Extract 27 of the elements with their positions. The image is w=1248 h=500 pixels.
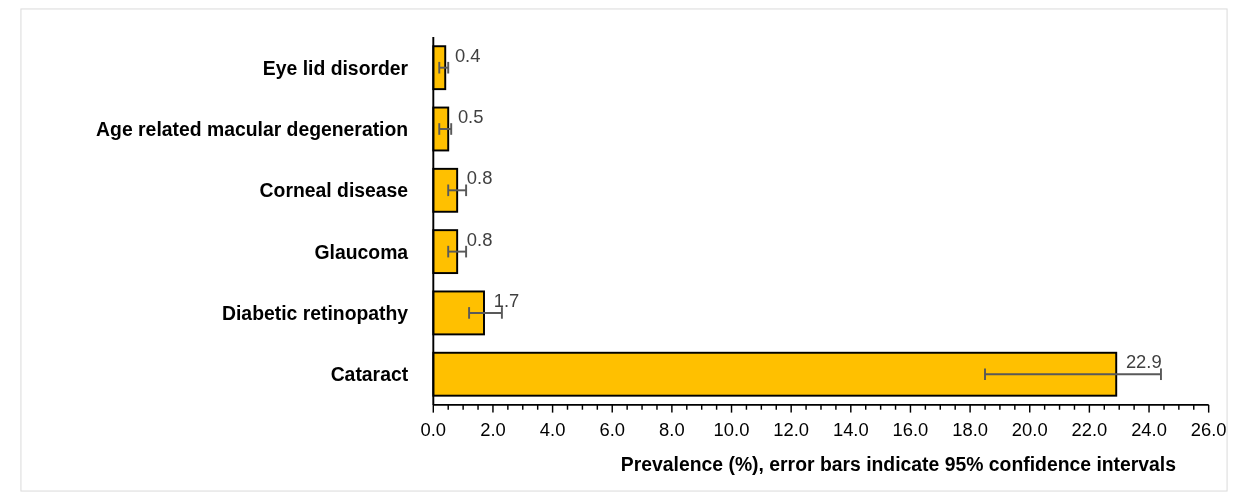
x-axis-title: Prevalence (%), error bars indicate 95% confidence intervals <box>620 452 1177 475</box>
x-tick-label: 16.0 <box>892 418 929 440</box>
x-tick-label: 22.0 <box>1071 418 1108 440</box>
x-tick-label: 24.0 <box>1131 418 1167 440</box>
data-label: 0.5 <box>457 106 484 128</box>
y-tick-label: Diabetic retinopathy <box>222 301 409 324</box>
y-tick-label: Eye lid disorder <box>262 56 409 79</box>
x-tick-label: 0.0 <box>420 418 447 440</box>
x-tick-label: 8.0 <box>659 418 685 440</box>
data-label: 0.8 <box>466 167 493 189</box>
y-tick-label: Glaucoma <box>314 240 409 263</box>
x-tick-label: 6.0 <box>599 418 626 440</box>
x-tick-label: 14.0 <box>832 418 869 440</box>
data-label: 22.9 <box>1125 351 1162 373</box>
y-tick-label: Corneal disease <box>259 179 409 202</box>
x-tick-label: 4.0 <box>539 418 566 440</box>
x-tick-label: 26.0 <box>1190 418 1227 440</box>
y-tick-label: Cataract <box>330 363 409 386</box>
x-tick-label: 20.0 <box>1011 418 1048 440</box>
y-tick-label: Age related macular degeneration <box>96 118 409 140</box>
data-label: 1.7 <box>493 289 520 311</box>
data-label: 0.4 <box>454 44 481 66</box>
x-tick-label: 12.0 <box>773 418 810 440</box>
x-tick-label: 18.0 <box>952 418 988 440</box>
data-label: 0.8 <box>466 228 493 250</box>
x-tick-label: 2.0 <box>480 418 506 440</box>
x-tick-label: 10.0 <box>713 418 750 440</box>
